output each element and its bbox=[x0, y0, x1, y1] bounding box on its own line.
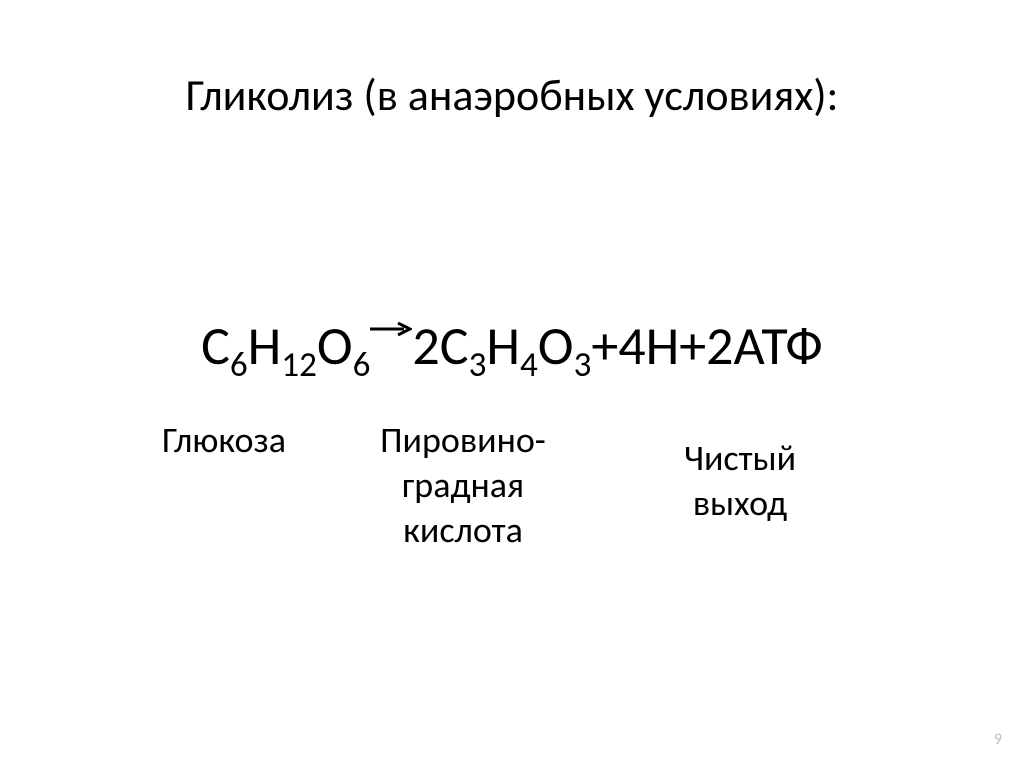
reactant-formula: C6H12O6 bbox=[201, 313, 370, 379]
page-number: 9 bbox=[994, 730, 1002, 749]
reaction-arrow-icon bbox=[370, 310, 412, 364]
sub-4: 4 bbox=[520, 344, 538, 386]
coef-2: 2 bbox=[412, 313, 439, 379]
atom-O2: O bbox=[538, 313, 574, 379]
label-pyruvic-line1: Пировино- bbox=[380, 418, 546, 462]
label-pyruvic-acid: Пировино- градная кислота bbox=[348, 418, 578, 553]
label-pyruvic-line3: кислота bbox=[403, 508, 523, 552]
sub-6b: 6 bbox=[353, 344, 371, 386]
label-net-line2: выход bbox=[693, 481, 787, 525]
sub-3: 3 bbox=[469, 344, 487, 386]
atom-C: C bbox=[201, 313, 230, 379]
chemical-equation: C6H12O62C3H4O3+4H+2АТФ bbox=[0, 310, 1024, 379]
sub-3b: 3 bbox=[574, 344, 592, 386]
product2-formula: 4H bbox=[618, 313, 679, 379]
plus-2: + bbox=[679, 313, 706, 379]
page-title: Гликолиз (в анаэробных условиях): bbox=[0, 68, 1024, 122]
label-pyruvic-line2: градная bbox=[402, 463, 524, 507]
plus-1: + bbox=[591, 313, 618, 379]
label-net-line1: Чистый bbox=[684, 436, 796, 480]
product1-formula: 2C3H4O3 bbox=[412, 313, 591, 379]
sub-6: 6 bbox=[230, 344, 248, 386]
label-net-yield: Чистый выход bbox=[640, 436, 840, 526]
atom-O: O bbox=[317, 313, 353, 379]
label-glucose: Глюкоза bbox=[124, 418, 324, 463]
equation-labels: Глюкоза Пировино- градная кислота Чистый… bbox=[0, 418, 1024, 618]
atom-H2: H bbox=[486, 313, 520, 379]
slide: Гликолиз (в анаэробных условиях): C6H12O… bbox=[0, 0, 1024, 767]
product3-atp: 2АТФ bbox=[706, 313, 823, 379]
atom-H: H bbox=[248, 313, 282, 379]
atom-C2: C bbox=[440, 313, 469, 379]
sub-12: 12 bbox=[281, 344, 317, 386]
